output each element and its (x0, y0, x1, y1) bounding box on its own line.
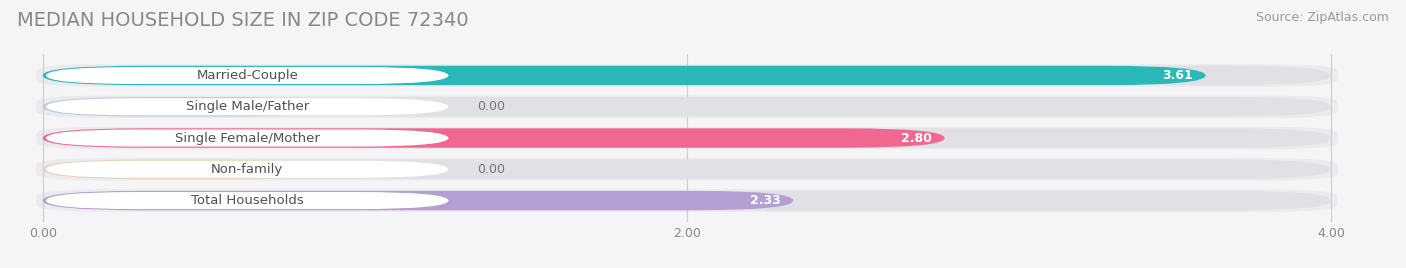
Text: Single Female/Mother: Single Female/Mother (174, 132, 319, 144)
Text: Non-family: Non-family (211, 163, 284, 176)
FancyBboxPatch shape (37, 158, 1337, 181)
FancyBboxPatch shape (46, 161, 449, 178)
Text: 2.33: 2.33 (749, 194, 780, 207)
FancyBboxPatch shape (42, 66, 1331, 85)
Text: 2.80: 2.80 (901, 132, 932, 144)
FancyBboxPatch shape (46, 192, 449, 209)
FancyBboxPatch shape (46, 98, 449, 115)
FancyBboxPatch shape (37, 64, 1337, 87)
Text: Total Households: Total Households (191, 194, 304, 207)
FancyBboxPatch shape (37, 95, 1337, 118)
FancyBboxPatch shape (42, 66, 1205, 85)
Text: MEDIAN HOUSEHOLD SIZE IN ZIP CODE 72340: MEDIAN HOUSEHOLD SIZE IN ZIP CODE 72340 (17, 11, 468, 30)
FancyBboxPatch shape (42, 159, 325, 179)
Text: Single Male/Father: Single Male/Father (186, 100, 309, 113)
FancyBboxPatch shape (37, 127, 1337, 149)
Text: 0.00: 0.00 (478, 100, 506, 113)
FancyBboxPatch shape (46, 129, 449, 147)
FancyBboxPatch shape (42, 128, 945, 148)
FancyBboxPatch shape (42, 191, 793, 210)
FancyBboxPatch shape (37, 189, 1337, 212)
Text: 3.61: 3.61 (1161, 69, 1192, 82)
Text: Source: ZipAtlas.com: Source: ZipAtlas.com (1256, 11, 1389, 24)
FancyBboxPatch shape (42, 128, 1331, 148)
Text: Married-Couple: Married-Couple (197, 69, 298, 82)
FancyBboxPatch shape (42, 159, 1331, 179)
FancyBboxPatch shape (42, 97, 1331, 116)
Text: 0.00: 0.00 (478, 163, 506, 176)
FancyBboxPatch shape (46, 67, 449, 84)
FancyBboxPatch shape (42, 191, 1331, 210)
FancyBboxPatch shape (42, 97, 325, 116)
